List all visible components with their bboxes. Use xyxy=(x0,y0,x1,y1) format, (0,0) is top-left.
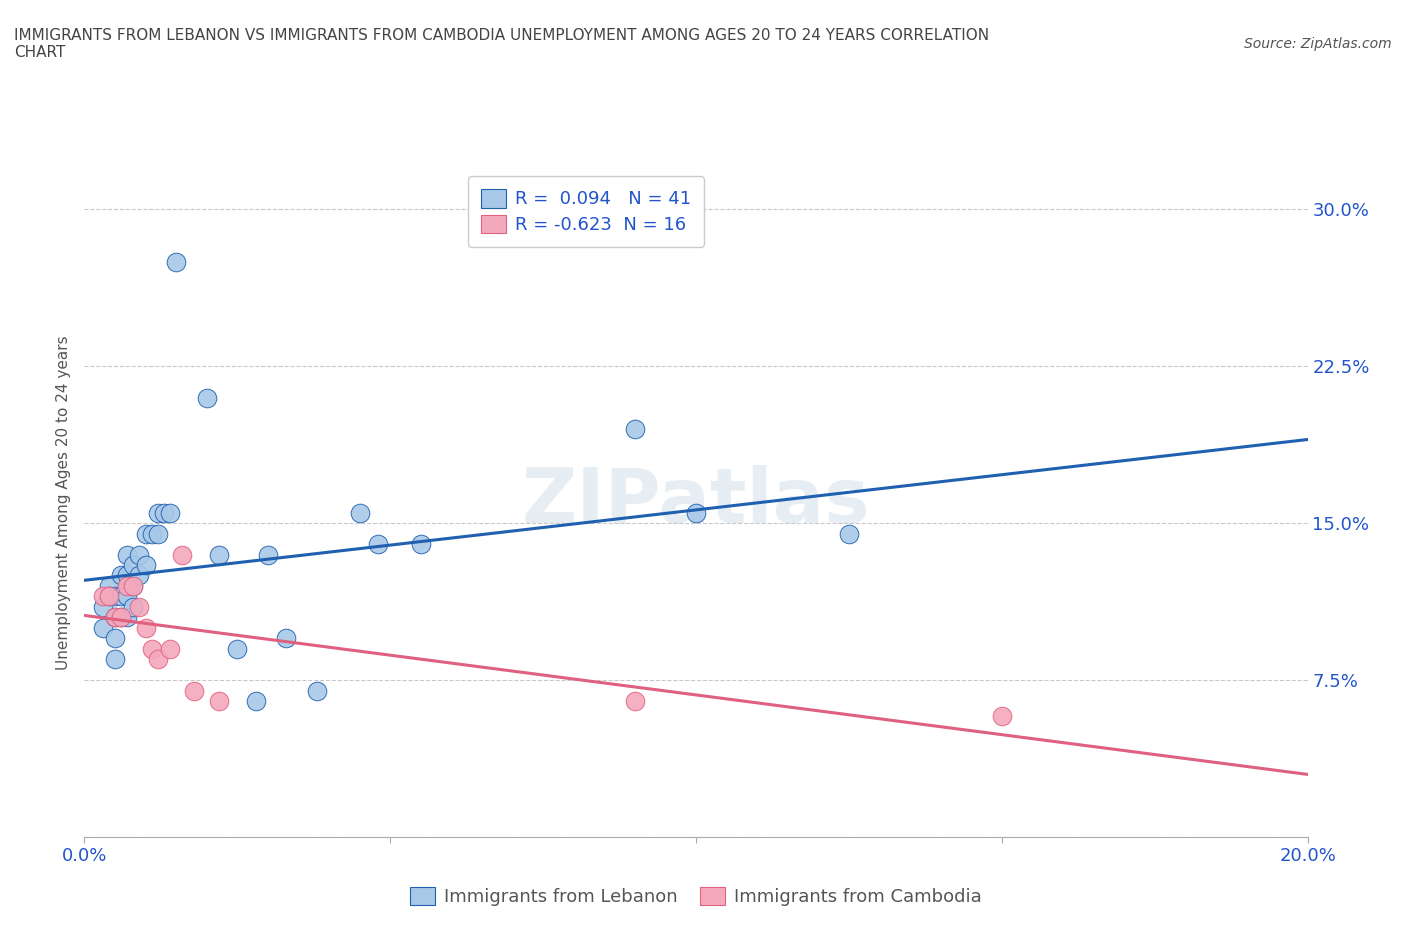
Point xyxy=(128,600,150,615)
Point xyxy=(208,547,231,562)
Point xyxy=(110,610,132,625)
Point xyxy=(146,652,169,667)
Point xyxy=(146,505,169,520)
Point xyxy=(349,505,371,520)
Point xyxy=(115,547,138,562)
Text: Source: ZipAtlas.com: Source: ZipAtlas.com xyxy=(1244,37,1392,51)
Point xyxy=(115,568,138,583)
Point xyxy=(367,537,389,551)
Point xyxy=(624,694,647,709)
Point xyxy=(141,526,163,541)
Point xyxy=(122,578,145,593)
Point xyxy=(115,589,138,604)
Point xyxy=(172,547,194,562)
Point xyxy=(115,578,138,593)
Point xyxy=(91,589,114,604)
Y-axis label: Unemployment Among Ages 20 to 24 years: Unemployment Among Ages 20 to 24 years xyxy=(56,335,72,670)
Point xyxy=(624,421,647,436)
Point xyxy=(97,578,120,593)
Point xyxy=(122,558,145,573)
Point xyxy=(104,652,127,667)
Point xyxy=(153,505,176,520)
Point xyxy=(110,568,132,583)
Text: ZIPatlas: ZIPatlas xyxy=(522,465,870,539)
Point xyxy=(104,610,127,625)
Point xyxy=(115,610,138,625)
Point xyxy=(122,578,145,593)
Point xyxy=(991,709,1014,724)
Point xyxy=(226,642,249,657)
Point xyxy=(97,589,120,604)
Point xyxy=(146,526,169,541)
Point xyxy=(685,505,707,520)
Point xyxy=(128,547,150,562)
Point xyxy=(135,620,157,635)
Point xyxy=(104,589,127,604)
Point xyxy=(91,620,114,635)
Point xyxy=(122,600,145,615)
Point xyxy=(110,610,132,625)
Point xyxy=(208,694,231,709)
Point xyxy=(141,642,163,657)
Point xyxy=(159,642,181,657)
Point xyxy=(257,547,280,562)
Point xyxy=(245,694,267,709)
Point xyxy=(183,683,205,698)
Point xyxy=(91,600,114,615)
Point xyxy=(305,683,328,698)
Legend: Immigrants from Lebanon, Immigrants from Cambodia: Immigrants from Lebanon, Immigrants from… xyxy=(401,878,991,915)
Point xyxy=(135,526,157,541)
Text: IMMIGRANTS FROM LEBANON VS IMMIGRANTS FROM CAMBODIA UNEMPLOYMENT AMONG AGES 20 T: IMMIGRANTS FROM LEBANON VS IMMIGRANTS FR… xyxy=(14,28,990,60)
Point xyxy=(838,526,860,541)
Point xyxy=(104,610,127,625)
Point xyxy=(165,254,187,269)
Point xyxy=(97,589,120,604)
Point xyxy=(128,568,150,583)
Point xyxy=(110,589,132,604)
Point xyxy=(409,537,432,551)
Point xyxy=(159,505,181,520)
Point xyxy=(195,391,218,405)
Point xyxy=(276,631,298,645)
Point xyxy=(104,631,127,645)
Point xyxy=(135,558,157,573)
